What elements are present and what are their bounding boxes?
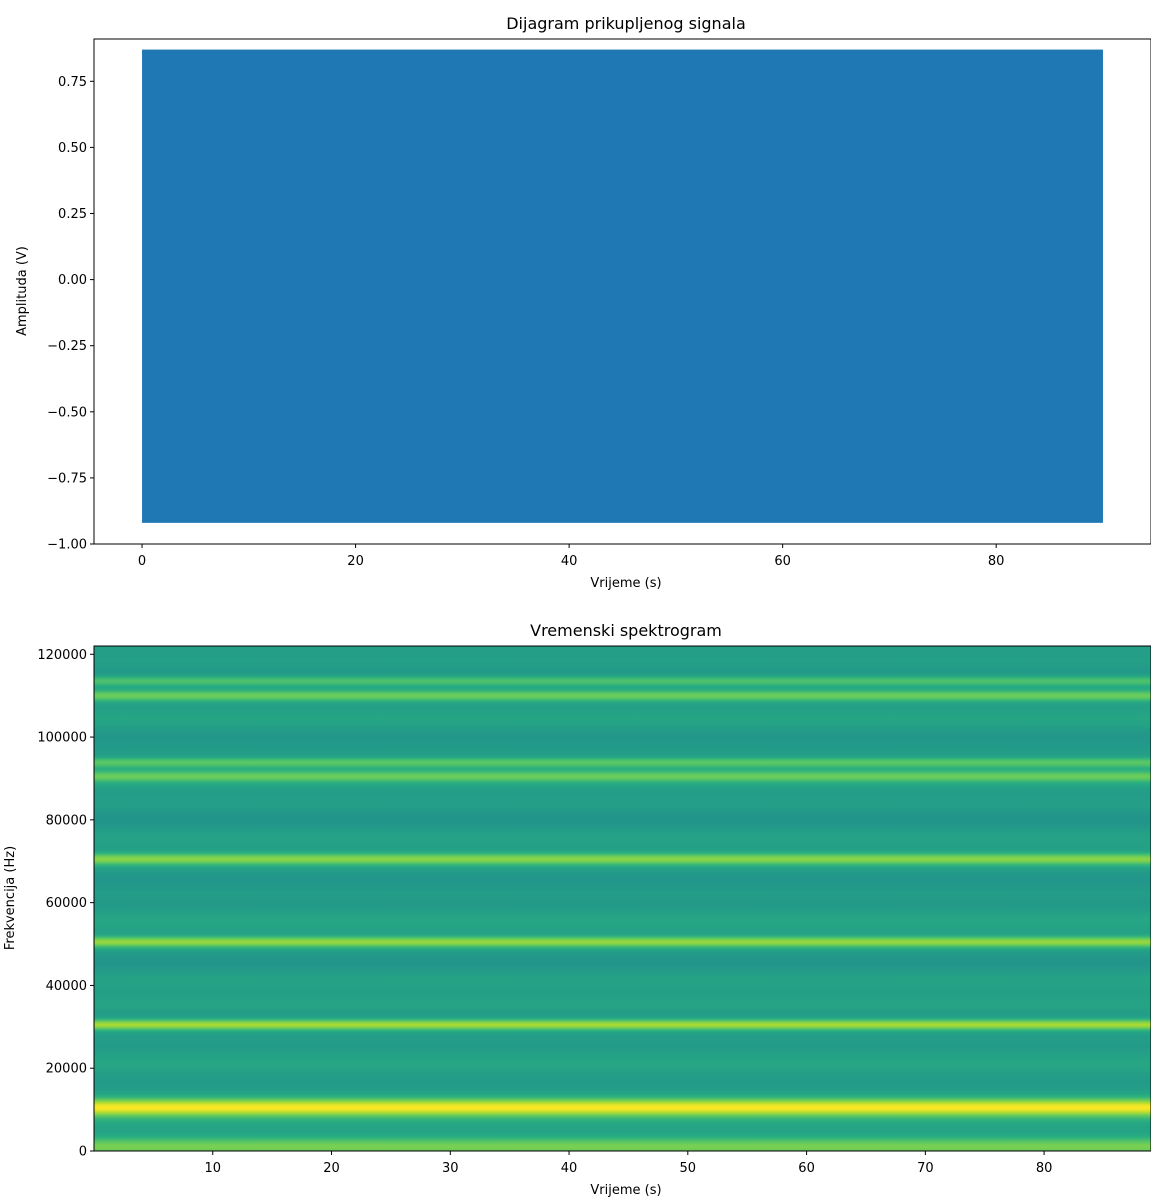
y-tick-label: −0.75 <box>47 471 87 486</box>
x-tick-label: 80 <box>1036 1161 1053 1176</box>
signal-axes-frame <box>93 38 1151 545</box>
y-tick-label: 0.25 <box>58 207 87 222</box>
spectrogram-title: Vremenski spektrogram <box>530 621 722 640</box>
spectrogram-x-ticks: 10 20 30 40 50 60 70 80 <box>204 1151 1052 1176</box>
y-tick-label: 60000 <box>46 896 87 911</box>
y-tick-label: 100000 <box>37 731 87 746</box>
y-tick-label: −0.25 <box>47 339 87 354</box>
signal-chart: Dijagram prikupljenog signala 0 20 40 60 80 … <box>15 14 1151 591</box>
signal-plot-area <box>142 49 1103 523</box>
spectrogram-chart: Vremenski spektrogram 10 20 30 40 50 60 70 80 0… <box>3 621 1151 1198</box>
y-tick-label: 0 <box>79 1145 87 1160</box>
y-tick-label: 0.50 <box>58 141 87 156</box>
y-tick-label: 0.00 <box>58 273 87 288</box>
y-tick-label: −1.00 <box>47 538 87 553</box>
signal-y-ticks: −1.00 −0.75 −0.50 −0.25 0.00 0.25 0.50 0.75 <box>47 75 94 553</box>
x-tick-label: 30 <box>442 1161 459 1176</box>
spectrogram-image <box>94 646 1151 1151</box>
y-tick-label: −0.50 <box>47 405 87 420</box>
y-tick-label: 120000 <box>37 648 87 663</box>
signal-x-ticks: 0 20 40 60 80 <box>138 544 1005 569</box>
x-tick-label: 20 <box>323 1161 340 1176</box>
x-tick-label: 40 <box>561 554 578 569</box>
x-tick-label: 0 <box>138 554 146 569</box>
spectrogram-x-axis-label: Vrijeme (s) <box>590 1183 661 1198</box>
signal-chart-title: Dijagram prikupljenog signala <box>506 14 746 33</box>
y-tick-label: 80000 <box>46 813 87 828</box>
x-tick-label: 20 <box>347 554 364 569</box>
y-tick-label: 40000 <box>46 979 87 994</box>
x-tick-label: 60 <box>774 554 791 569</box>
x-tick-label: 60 <box>798 1161 815 1176</box>
y-tick-label: 0.75 <box>58 75 87 90</box>
x-tick-label: 10 <box>204 1161 221 1176</box>
x-tick-label: 40 <box>561 1161 578 1176</box>
signal-series-line <box>142 49 1103 523</box>
spectrogram-axes-frame <box>93 645 1151 1152</box>
y-tick-label: 20000 <box>46 1062 87 1077</box>
x-tick-label: 50 <box>680 1161 697 1176</box>
signal-x-axis-label: Vrijeme (s) <box>590 576 661 591</box>
spectrogram-y-ticks: 0 20000 40000 60000 80000 100000 120000 <box>37 648 94 1160</box>
spectrogram-y-axis-label: Frekvencija (Hz) <box>3 846 18 950</box>
x-tick-label: 70 <box>917 1161 934 1176</box>
x-tick-label: 80 <box>988 554 1005 569</box>
signal-y-axis-label: Amplituda (V) <box>15 246 30 336</box>
